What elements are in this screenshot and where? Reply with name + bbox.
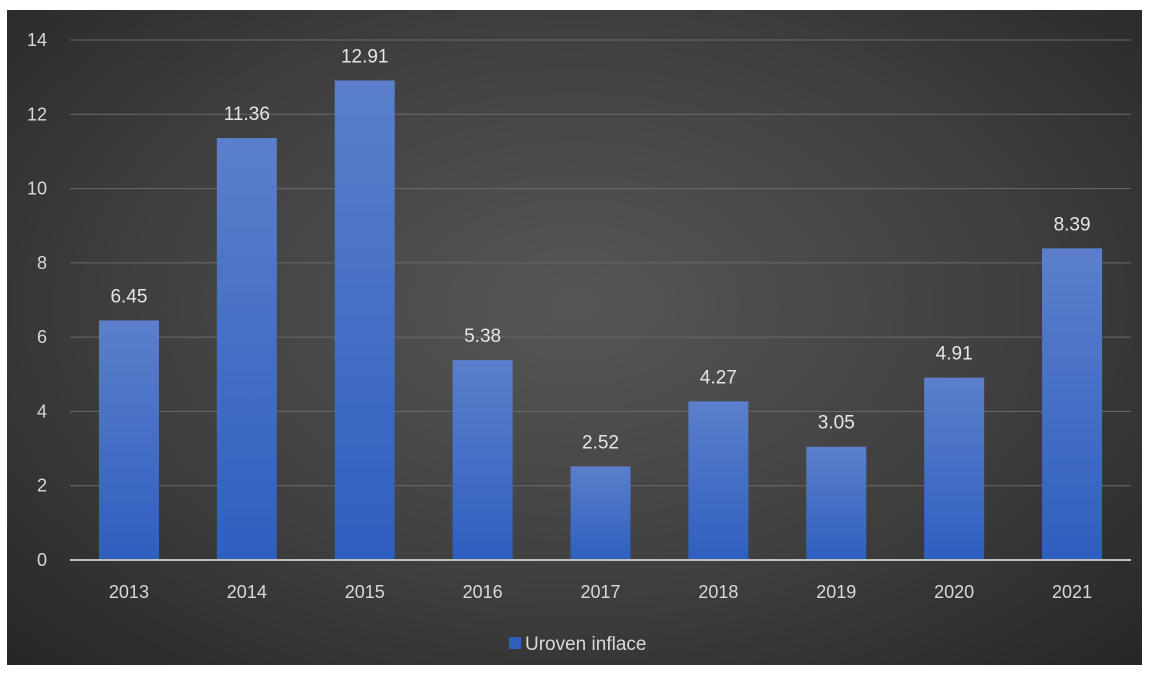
bar-2017: [570, 466, 631, 560]
y-tick-label: 10: [27, 179, 47, 199]
data-label-2015: 12.91: [341, 46, 389, 67]
bar-2018: [688, 401, 749, 560]
x-tick-label: 2017: [580, 582, 620, 602]
data-label-2019: 3.05: [818, 413, 855, 434]
data-label-2021: 8.39: [1054, 214, 1091, 235]
y-tick-label: 0: [37, 550, 47, 570]
data-label-2017: 2.52: [582, 432, 619, 453]
bar-2014: [216, 138, 277, 561]
bar-2021: [1042, 248, 1103, 560]
x-tick-label: 2020: [934, 582, 974, 602]
data-label-2016: 5.38: [464, 326, 501, 347]
data-label-2013: 6.45: [110, 286, 147, 307]
data-labels: 6.45 11.36 12.91 5.38 2.52 4.27 3.05 4.91 8.39: [110, 46, 1090, 453]
y-tick-label: 14: [27, 30, 47, 50]
bar-2020: [924, 377, 985, 560]
bar-2013: [98, 320, 159, 560]
bars: [98, 80, 1103, 561]
legend: Uroven inflace: [509, 634, 646, 655]
bar-2016: [452, 360, 513, 560]
legend-label: Uroven inflace: [525, 634, 646, 655]
y-axis-ticks: 0 2 4 6 8 10 12 14: [27, 30, 47, 570]
chart-area: 0 2 4 6 8 10 12 14 6.45 11.36 12.91 5.38 2.52 4.27 3.…: [7, 10, 1142, 665]
y-tick-label: 8: [37, 253, 47, 273]
data-label-2014: 11.36: [224, 104, 270, 125]
x-tick-label: 2013: [109, 582, 149, 602]
bar-2019: [806, 446, 867, 560]
x-tick-label: 2019: [816, 582, 856, 602]
x-tick-label: 2016: [463, 582, 503, 602]
y-tick-label: 4: [37, 401, 47, 421]
legend-swatch: [509, 637, 521, 649]
data-label-2018: 4.27: [700, 367, 737, 388]
x-tick-label: 2014: [227, 582, 267, 602]
y-tick-label: 2: [37, 476, 47, 496]
x-tick-label: 2021: [1052, 582, 1092, 602]
x-axis-ticks: 2013 2014 2015 2016 2017 2018 2019 2020 2021: [109, 582, 1092, 602]
y-tick-label: 12: [27, 104, 47, 124]
data-label-2020: 4.91: [936, 344, 973, 365]
x-tick-label: 2018: [698, 582, 738, 602]
bar-chart: 0 2 4 6 8 10 12 14 6.45 11.36 12.91 5.38 2.52 4.27 3.…: [27, 30, 1131, 655]
x-tick-label: 2015: [345, 582, 385, 602]
bar-2015: [334, 80, 395, 560]
y-tick-label: 6: [37, 327, 47, 347]
